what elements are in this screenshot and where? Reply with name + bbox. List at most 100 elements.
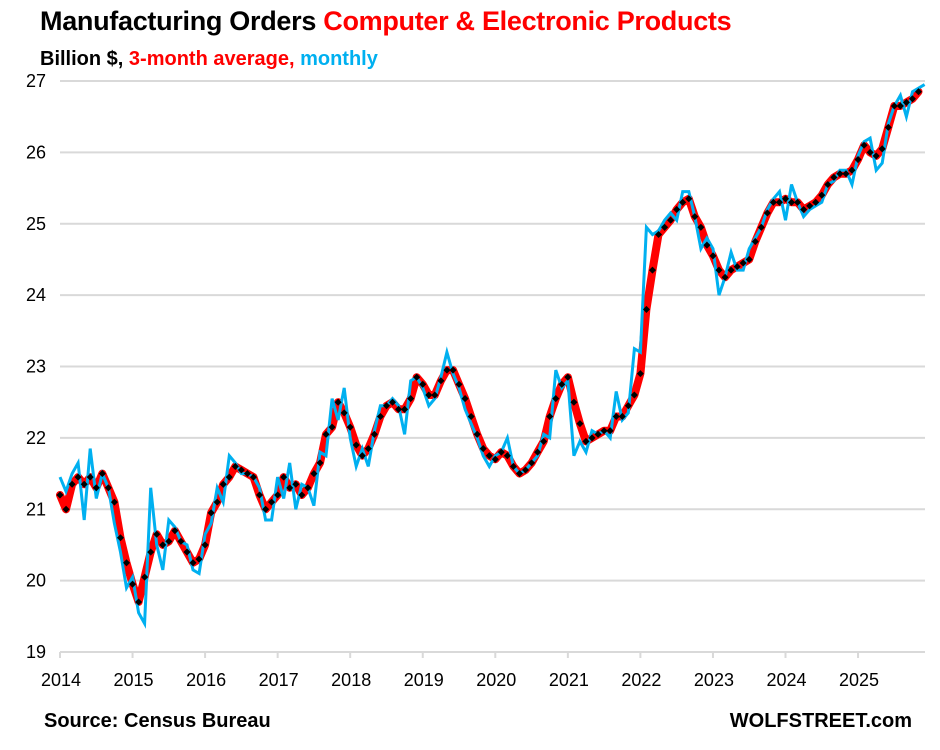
data-point-3-month-average [255,491,264,499]
data-point-3-month-average [425,391,433,399]
data-point-3-month-average [546,412,554,421]
data-point-3-month-average [479,445,487,453]
data-point-3-month-average [213,498,221,506]
data-point-3-month-average [147,548,155,556]
x-axis: 2014 2015 2016 2017 2018 2019 2020 2021 2022 2023… [41,651,925,690]
data-point-3-month-average [467,412,475,421]
data-point-3-month-average [872,152,880,160]
data-point-3-month-average [262,505,270,513]
data-point-3-month-average [642,305,650,313]
data-point-3-month-average [848,166,856,174]
data-point-3-month-average [582,437,590,445]
data-point-3-month-average [298,491,306,499]
x-tick-label: 2023 [694,670,734,690]
data-point-3-month-average [836,170,844,178]
data-point-3-month-average [104,484,112,492]
data-point-3-month-average [310,470,318,478]
data-point-3-month-average [231,462,239,470]
x-tick-label: 2018 [331,670,371,690]
data-point-3-month-average [443,366,451,374]
data-point-3-month-average [503,452,511,460]
y-tick-label: 21 [26,499,46,519]
x-tick-label: 2015 [114,670,154,690]
data-point-3-month-average [110,498,118,506]
data-point-3-month-average [56,491,64,499]
data-point-3-month-average [280,473,288,481]
y-tick-label: 19 [26,642,46,662]
data-point-3-month-average [473,430,481,438]
data-point-3-month-average [86,473,94,481]
data-point-3-month-average [395,405,403,413]
data-point-3-month-average [177,537,185,545]
data-point-3-month-average [243,470,251,478]
data-point-3-month-average [612,412,620,421]
data-point-3-month-average [195,555,203,563]
data-point-3-month-average [334,398,342,406]
x-tick-label: 2025 [839,670,879,690]
chart-subtitle: Billion $, 3-month average, monthly [40,48,378,71]
brand-watermark: WOLFSTREET.com [729,710,912,732]
data-point-3-month-average [431,391,439,399]
data-point-3-month-average [225,473,233,481]
subtitle-units: Billion $, [40,48,129,70]
data-point-3-month-average [636,370,644,378]
data-point-3-month-average [286,484,294,492]
y-tick-label: 27 [26,71,46,91]
data-point-3-month-average [618,412,626,420]
data-point-3-month-average [388,398,397,406]
x-tick-label: 2020 [476,670,516,690]
series-markers-3-month-average [56,88,923,606]
data-point-3-month-average [370,430,378,438]
y-axis: 19 20 21 22 23 24 25 26 27 [26,71,46,662]
data-point-3-month-average [878,145,886,153]
legend-monthly: monthly [300,48,378,70]
data-point-3-month-average [407,395,415,403]
data-point-3-month-average [322,430,330,438]
data-point-3-month-average [92,484,100,492]
data-point-3-month-average [413,373,421,381]
data-point-3-month-average [515,470,524,478]
data-point-3-month-average [763,209,771,217]
data-point-3-month-average [68,480,76,488]
data-point-3-month-average [364,445,372,453]
data-point-3-month-average [219,480,227,488]
x-tick-label: 2021 [549,670,589,690]
data-point-3-month-average [685,195,693,203]
data-point-3-month-average [655,230,663,239]
x-tick-label: 2024 [766,670,806,690]
data-point-3-month-average [346,423,354,431]
y-tick-label: 25 [26,214,46,234]
data-point-3-month-average [437,377,445,385]
data-point-3-month-average [727,266,735,274]
y-tick-label: 24 [26,285,46,305]
data-point-3-month-average [606,427,614,435]
source-note: Source: Census Bureau [44,710,271,732]
data-point-3-month-average [80,480,88,488]
data-point-3-month-average [129,580,137,588]
data-point-3-month-average [842,170,850,178]
data-point-3-month-average [382,402,391,410]
data-point-3-month-average [62,505,70,513]
data-point-3-month-average [691,213,699,221]
data-point-3-month-average [908,95,916,103]
data-point-3-month-average [667,216,675,224]
data-point-3-month-average [739,259,747,267]
data-point-3-month-average [74,473,82,481]
data-point-3-month-average [721,273,729,281]
gridlines [60,80,925,582]
data-point-3-month-average [316,459,324,467]
data-point-3-month-average [890,102,898,110]
data-point-3-month-average [135,598,143,606]
data-point-3-month-average [419,380,427,388]
data-point-3-month-average [274,491,282,499]
data-point-3-month-average [268,498,276,506]
chart-title-accent: Computer & Electronic Products [323,6,732,36]
data-point-3-month-average [600,427,608,435]
data-point-3-month-average [534,448,542,456]
x-tick-label: 2019 [404,670,444,690]
data-point-3-month-average [304,484,312,492]
data-point-3-month-average [564,373,572,381]
data-point-3-month-average [461,395,469,403]
data-point-3-month-average [491,455,499,463]
